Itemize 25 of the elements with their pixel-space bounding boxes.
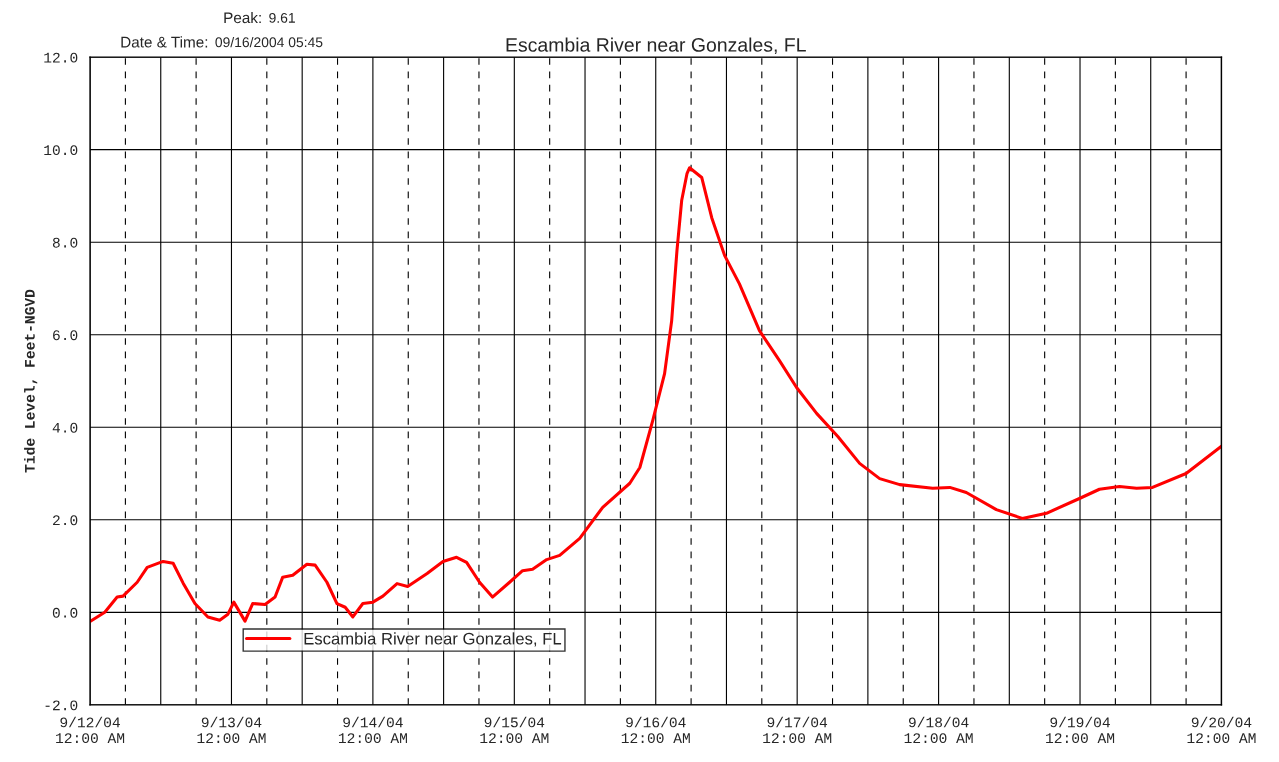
y-tick-label: 6.0	[53, 330, 78, 341]
x-tick-label: 9/17/04 12:00 AM	[763, 716, 832, 744]
legend-label: Escambia River near Gonzales, FL	[304, 632, 562, 647]
x-tick-label: 9/13/04 12:00 AM	[197, 716, 266, 744]
y-tick-label: 8.0	[52, 237, 78, 248]
x-tick-label: 9/14/04 12:00 AM	[338, 716, 407, 744]
x-tick-label: 9/18/04 12:00 AM	[904, 716, 973, 744]
text: 9.61	[269, 12, 295, 23]
chart-title: Escambia River near Gonzales, FL	[506, 37, 806, 55]
line-series	[90, 166, 1222, 624]
text: 09/16/2004 05:45	[215, 36, 323, 48]
y-tick-label: 2.0	[53, 515, 78, 526]
x-tick-label: 9/12/04 12:00 AM	[56, 716, 125, 744]
text: Date & Time:	[121, 36, 208, 48]
x-tick-label: 9/16/04 12:00 AM	[621, 716, 690, 744]
y-tick-label: 10.0	[44, 145, 78, 156]
x-tick-label: 9/20/04 12:00 AM	[1187, 716, 1256, 744]
y-tick-label: 4.0	[52, 422, 78, 433]
text: Peak:	[224, 11, 261, 24]
y-tick-label: 0.0	[52, 607, 78, 618]
x-tick-label: 9/19/04 12:00 AM	[1046, 716, 1115, 744]
y-tick-label: 12.0	[44, 52, 78, 63]
x-tick-label: 9/15/04 12:00 AM	[480, 716, 549, 744]
y-tick-label: -2.0	[45, 700, 78, 711]
y-axis-title: Tide Level, Feet-NGVD	[24, 289, 38, 473]
